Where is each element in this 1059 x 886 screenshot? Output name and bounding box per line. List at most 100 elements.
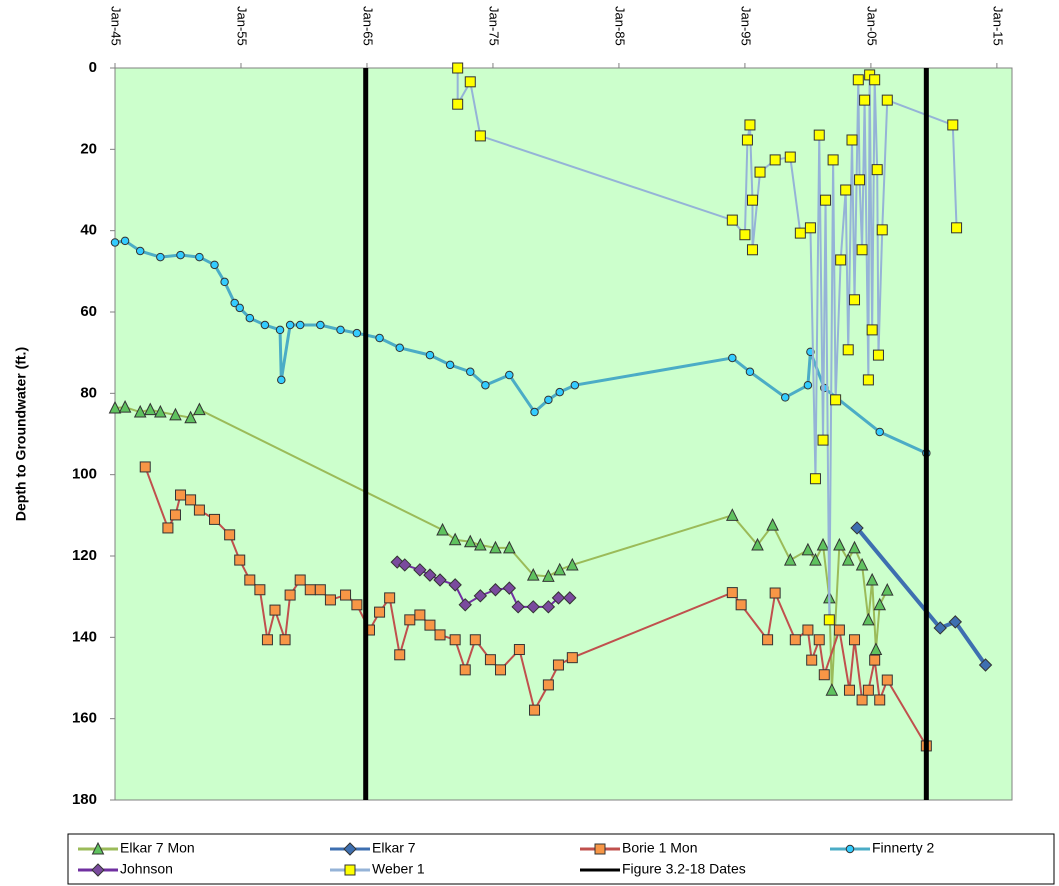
marker [314, 584, 326, 596]
marker [195, 252, 204, 262]
marker [856, 694, 868, 706]
marker [459, 664, 471, 676]
marker [745, 367, 755, 377]
marker [872, 349, 884, 361]
marker [210, 260, 219, 270]
marker [143, 402, 157, 416]
marker [316, 320, 325, 330]
marker [874, 694, 886, 706]
marker [789, 634, 801, 646]
marker [823, 614, 835, 626]
marker [474, 537, 487, 551]
marker [224, 529, 236, 541]
marker [284, 589, 296, 601]
marker [852, 74, 864, 86]
marker [855, 557, 869, 571]
y-tick-label: 120 [72, 547, 97, 564]
marker [425, 350, 435, 360]
marker [978, 658, 993, 672]
marker [139, 461, 151, 473]
marker [809, 552, 822, 566]
marker [856, 244, 868, 256]
marker [185, 494, 197, 506]
marker [846, 134, 858, 146]
marker [555, 387, 564, 397]
marker [351, 599, 363, 611]
marker [448, 532, 462, 546]
marker [570, 380, 580, 390]
marker [530, 407, 539, 417]
marker [806, 654, 818, 666]
marker [260, 320, 270, 330]
marker [424, 619, 436, 631]
y-tick-label: 180 [72, 791, 97, 808]
marker [294, 574, 306, 586]
marker [827, 154, 839, 166]
marker [184, 410, 197, 424]
x-tick-label: Jan-95 [738, 6, 753, 46]
marker [489, 540, 502, 554]
marker [352, 328, 362, 338]
marker [413, 563, 427, 577]
marker [220, 277, 229, 287]
marker [254, 584, 266, 596]
marker [344, 864, 356, 876]
marker [746, 194, 758, 206]
marker [850, 521, 864, 535]
marker [484, 654, 496, 666]
x-tick-label: Jan-75 [487, 6, 502, 46]
marker [813, 634, 825, 646]
marker [414, 609, 426, 621]
marker [744, 119, 756, 131]
marker [542, 569, 555, 582]
y-tick-label: 80 [80, 384, 97, 401]
legend-label: Borie 1 Mon [622, 840, 697, 856]
marker [176, 250, 185, 260]
marker [448, 578, 462, 592]
legend-label: Elkar 7 [372, 840, 416, 856]
marker [375, 333, 384, 343]
marker [154, 404, 167, 418]
marker [474, 130, 486, 142]
marker [340, 589, 352, 601]
marker [769, 154, 781, 166]
y-tick-label: 160 [72, 710, 97, 727]
marker [948, 615, 963, 629]
marker [566, 652, 578, 664]
marker [466, 367, 475, 377]
marker [469, 634, 481, 646]
marker [244, 574, 256, 586]
marker [261, 634, 273, 646]
marker [503, 540, 516, 554]
marker [869, 642, 883, 656]
marker [452, 98, 464, 110]
marker [865, 572, 879, 586]
marker [275, 325, 285, 335]
marker [594, 843, 606, 855]
marker [398, 558, 412, 572]
marker [762, 634, 774, 646]
x-tick-label: Jan-55 [235, 6, 250, 46]
marker [488, 583, 503, 597]
marker [464, 76, 476, 88]
marker [726, 508, 739, 521]
marker [830, 394, 842, 406]
marker [156, 252, 165, 262]
legend-box [67, 833, 1055, 885]
marker [526, 567, 540, 581]
marker [841, 552, 855, 566]
legend-label: Elkar 7 Mon [120, 840, 195, 856]
y-tick-label: 20 [80, 140, 97, 157]
marker [813, 129, 825, 141]
marker [751, 537, 764, 551]
marker [766, 517, 779, 531]
marker [473, 589, 488, 603]
marker [234, 554, 246, 566]
marker [193, 504, 205, 516]
marker [880, 583, 894, 596]
marker [91, 841, 105, 855]
marker [193, 402, 206, 416]
marker [513, 644, 525, 656]
marker [449, 634, 461, 646]
y-tick-label: 0 [89, 59, 97, 76]
